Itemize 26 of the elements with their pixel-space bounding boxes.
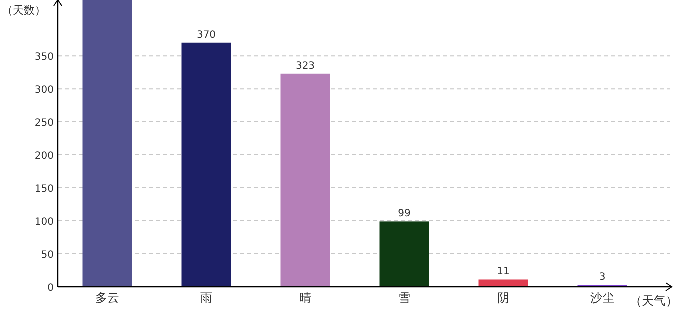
bar (82, 0, 132, 287)
bar (478, 280, 528, 287)
y-tick-label: 350 (34, 52, 54, 64)
data-label: 370 (196, 30, 216, 41)
y-axis-title: （天数） (2, 4, 46, 17)
y-tick-label: 250 (34, 118, 54, 130)
data-label: 11 (497, 266, 510, 278)
bar (182, 42, 232, 287)
bar (280, 74, 330, 287)
y-tick-label: 200 (34, 151, 54, 162)
y-tick-label: 300 (34, 85, 54, 96)
x-tick-label: 雨 (200, 291, 212, 305)
y-tick-label: 150 (34, 184, 54, 196)
x-axis-title: （天气） (630, 294, 678, 308)
data-label: 3 (599, 272, 606, 284)
y-tick-label: 50 (41, 250, 54, 262)
y-tick-label: 100 (34, 217, 54, 228)
x-tick-label: 雪 (398, 291, 410, 305)
x-tick-label: 晴 (300, 291, 312, 305)
data-label: 323 (296, 60, 316, 72)
x-tick-label: 阴 (498, 291, 510, 305)
x-tick-label: 沙尘 (590, 291, 614, 305)
x-tick-label: 多云 (96, 291, 120, 305)
y-tick-label: 0 (48, 283, 54, 294)
data-label: 99 (398, 208, 411, 220)
bar (380, 222, 430, 287)
